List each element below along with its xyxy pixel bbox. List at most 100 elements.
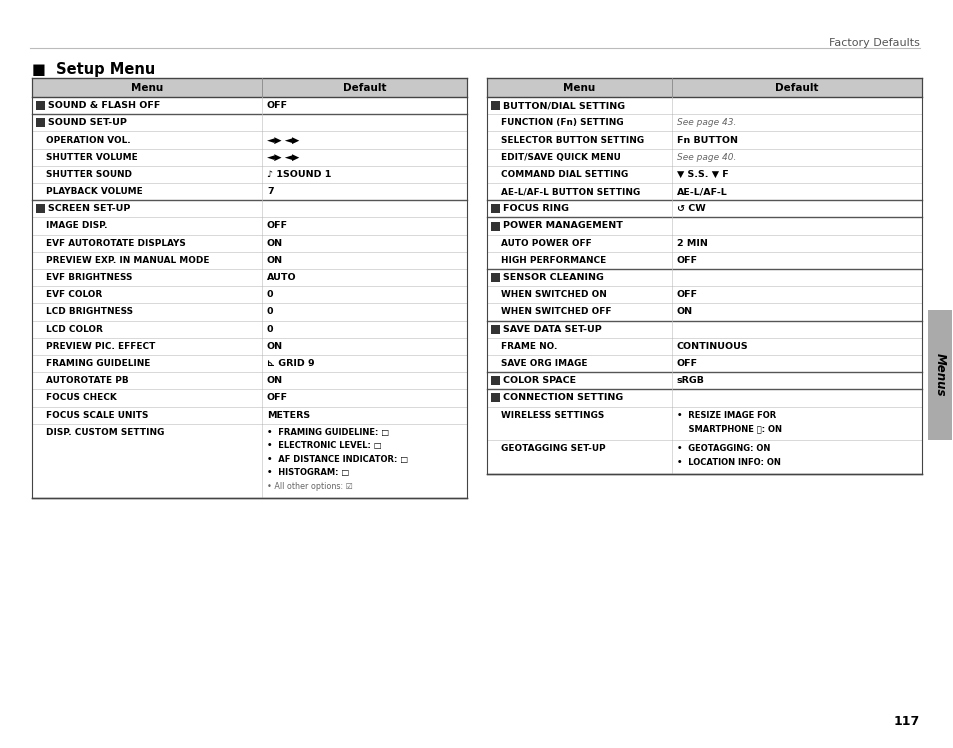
Text: Fn BUTTON: Fn BUTTON	[677, 135, 738, 144]
Text: ON: ON	[267, 342, 283, 351]
Text: WIRELESS SETTINGS: WIRELESS SETTINGS	[500, 411, 603, 420]
Bar	[491, 376, 499, 385]
Text: ♪ 1SOUND 1: ♪ 1SOUND 1	[267, 170, 331, 179]
Bar	[491, 204, 499, 213]
Text: Menus: Menus	[933, 353, 945, 396]
Text: See page 40.: See page 40.	[677, 153, 736, 162]
Text: METERS: METERS	[267, 411, 310, 420]
Text: FOCUS RING: FOCUS RING	[502, 204, 568, 213]
Text: OFF: OFF	[267, 393, 288, 402]
Text: SHUTTER VOLUME: SHUTTER VOLUME	[46, 153, 137, 162]
Text: AE-L/AF-L BUTTON SETTING: AE-L/AF-L BUTTON SETTING	[500, 187, 639, 196]
Text: ↺ CW: ↺ CW	[677, 204, 705, 213]
Text: FOCUS SCALE UNITS: FOCUS SCALE UNITS	[46, 411, 149, 420]
Text: OFF: OFF	[677, 290, 698, 299]
Text: ON: ON	[267, 256, 283, 265]
Text: Default: Default	[775, 82, 818, 93]
Text: PLAYBACK VOLUME: PLAYBACK VOLUME	[46, 187, 143, 196]
Text: AE-L/AF-L: AE-L/AF-L	[677, 187, 727, 196]
Text: SHUTTER SOUND: SHUTTER SOUND	[46, 170, 132, 179]
Text: PREVIEW PIC. EFFECT: PREVIEW PIC. EFFECT	[46, 342, 155, 351]
Text: CONNECTION SETTING: CONNECTION SETTING	[502, 393, 622, 402]
Text: SAVE DATA SET-UP: SAVE DATA SET-UP	[502, 325, 601, 334]
Text: See page 43.: See page 43.	[677, 118, 736, 127]
Text: COLOR SPACE: COLOR SPACE	[502, 376, 576, 385]
Text: OFF: OFF	[267, 101, 288, 110]
Text: ■  Setup Menu: ■ Setup Menu	[32, 62, 155, 77]
Text: CONTINUOUS: CONTINUOUS	[677, 342, 748, 351]
Text: EVF COLOR: EVF COLOR	[46, 290, 102, 299]
Bar	[491, 325, 499, 334]
Text: •  AF DISTANCE INDICATOR: □: • AF DISTANCE INDICATOR: □	[267, 455, 408, 464]
Text: Menu: Menu	[563, 82, 595, 93]
Text: AUTOROTATE PB: AUTOROTATE PB	[46, 376, 129, 385]
Text: FRAME NO.: FRAME NO.	[500, 342, 557, 351]
Text: Factory Defaults: Factory Defaults	[828, 38, 919, 48]
Text: OFF: OFF	[677, 359, 698, 368]
Text: 0: 0	[267, 290, 274, 299]
Text: ◄▶ ◄▶: ◄▶ ◄▶	[267, 135, 299, 144]
Text: Default: Default	[342, 82, 386, 93]
Text: SMARTPHONE 📱: ON: SMARTPHONE 📱: ON	[677, 424, 781, 433]
Text: LCD COLOR: LCD COLOR	[46, 325, 103, 334]
Bar	[491, 393, 499, 402]
Bar	[486, 78, 921, 97]
Text: ▼ S.S. ▼ F: ▼ S.S. ▼ F	[677, 170, 728, 179]
Text: LCD BRIGHTNESS: LCD BRIGHTNESS	[46, 307, 132, 316]
Text: sRGB: sRGB	[677, 376, 704, 385]
Text: ON: ON	[267, 239, 283, 248]
Text: EVF AUTOROTATE DISPLAYS: EVF AUTOROTATE DISPLAYS	[46, 239, 186, 248]
Text: OFF: OFF	[267, 221, 288, 230]
Text: OFF: OFF	[677, 256, 698, 265]
Text: 0: 0	[267, 325, 274, 334]
Bar	[491, 273, 499, 282]
Bar	[927, 310, 951, 440]
Text: 0: 0	[267, 307, 274, 316]
Text: •  GEOTAGGING: ON: • GEOTAGGING: ON	[677, 444, 770, 453]
Text: WHEN SWITCHED ON: WHEN SWITCHED ON	[500, 290, 606, 299]
Text: 7: 7	[267, 187, 274, 196]
Text: PREVIEW EXP. IN MANUAL MODE: PREVIEW EXP. IN MANUAL MODE	[46, 256, 210, 265]
Bar	[36, 101, 45, 110]
Text: •  ELECTRONIC LEVEL: □: • ELECTRONIC LEVEL: □	[267, 441, 381, 450]
Text: SOUND SET-UP: SOUND SET-UP	[48, 118, 127, 127]
Text: POWER MANAGEMENT: POWER MANAGEMENT	[502, 221, 622, 230]
Text: SENSOR CLEANING: SENSOR CLEANING	[502, 273, 603, 282]
Text: WHEN SWITCHED OFF: WHEN SWITCHED OFF	[500, 307, 611, 316]
Text: SAVE ORG IMAGE: SAVE ORG IMAGE	[500, 359, 587, 368]
Text: ON: ON	[677, 307, 693, 316]
Bar	[36, 204, 45, 213]
Text: AUTO: AUTO	[267, 273, 296, 282]
Text: •  RESIZE IMAGE FOR: • RESIZE IMAGE FOR	[677, 411, 776, 420]
Text: BUTTON/DIAL SETTING: BUTTON/DIAL SETTING	[502, 101, 624, 110]
Text: 117: 117	[893, 715, 919, 728]
Text: Menu: Menu	[131, 82, 163, 93]
Text: •  HISTOGRAM: □: • HISTOGRAM: □	[267, 468, 349, 477]
Text: ON: ON	[267, 376, 283, 385]
Text: ⊾ GRID 9: ⊾ GRID 9	[267, 359, 314, 368]
Bar	[491, 101, 499, 110]
Text: AUTO POWER OFF: AUTO POWER OFF	[500, 239, 591, 248]
Text: FOCUS CHECK: FOCUS CHECK	[46, 393, 116, 402]
Bar	[491, 221, 499, 230]
Text: ◄▶ ◄▶: ◄▶ ◄▶	[267, 153, 299, 162]
Text: EVF BRIGHTNESS: EVF BRIGHTNESS	[46, 273, 132, 282]
Bar	[32, 78, 467, 97]
Text: •  FRAMING GUIDELINE: □: • FRAMING GUIDELINE: □	[267, 428, 389, 437]
Text: FRAMING GUIDELINE: FRAMING GUIDELINE	[46, 359, 151, 368]
Text: OPERATION VOL.: OPERATION VOL.	[46, 135, 131, 144]
Text: 2 MIN: 2 MIN	[677, 239, 707, 248]
Bar	[36, 118, 45, 127]
Text: SOUND & FLASH OFF: SOUND & FLASH OFF	[48, 101, 160, 110]
Text: COMMAND DIAL SETTING: COMMAND DIAL SETTING	[500, 170, 628, 179]
Text: GEOTAGGING SET-UP: GEOTAGGING SET-UP	[500, 444, 605, 453]
Text: SCREEN SET-UP: SCREEN SET-UP	[48, 204, 131, 213]
Text: SELECTOR BUTTON SETTING: SELECTOR BUTTON SETTING	[500, 135, 643, 144]
Text: •  LOCATION INFO: ON: • LOCATION INFO: ON	[677, 458, 781, 467]
Text: IMAGE DISP.: IMAGE DISP.	[46, 221, 108, 230]
Text: EDIT/SAVE QUICK MENU: EDIT/SAVE QUICK MENU	[500, 153, 620, 162]
Text: FUNCTION (Fn) SETTING: FUNCTION (Fn) SETTING	[500, 118, 623, 127]
Text: HIGH PERFORMANCE: HIGH PERFORMANCE	[500, 256, 605, 265]
Text: DISP. CUSTOM SETTING: DISP. CUSTOM SETTING	[46, 428, 164, 437]
Text: • All other options: ☑: • All other options: ☑	[267, 482, 353, 491]
